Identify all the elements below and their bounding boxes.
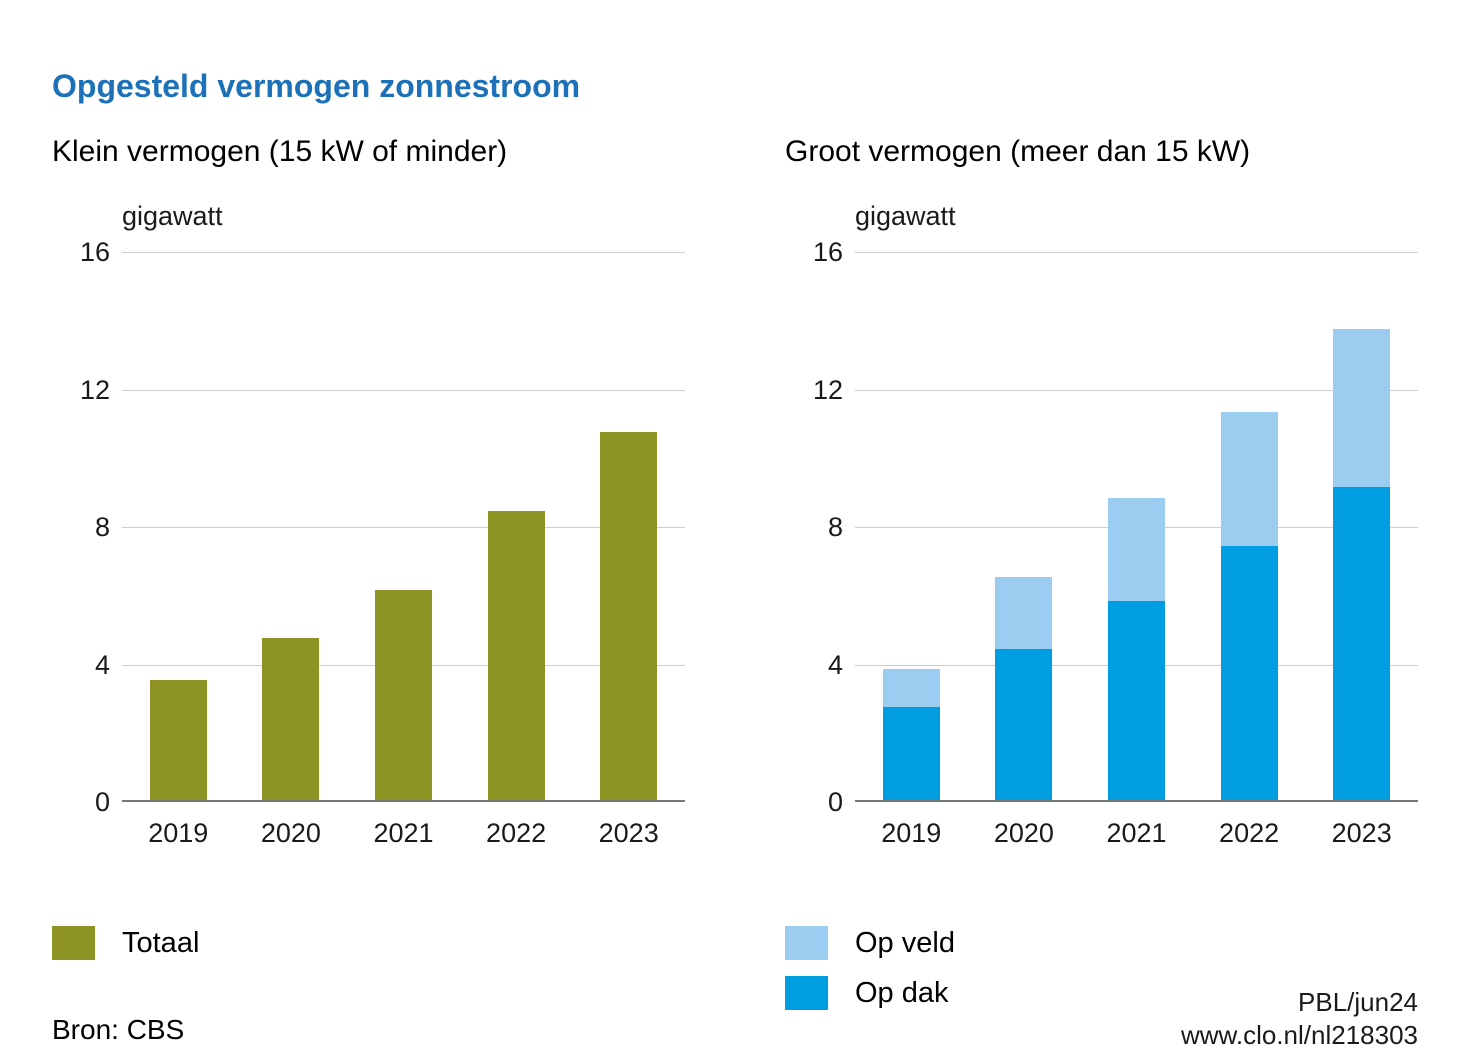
legend-swatch-olive	[52, 926, 95, 960]
chart-groot-vermogen: Groot vermogen (meer dan 15 kW) gigawatt…	[785, 135, 1420, 1054]
credit-publisher: PBL/jun24	[1298, 987, 1418, 1017]
bar-2021-op-dak	[1108, 600, 1165, 800]
x-tick-label-2022: 2022	[486, 818, 547, 848]
bar-2020-totaal	[262, 638, 320, 800]
y-tick-label-8: 8	[827, 512, 843, 542]
x-tick-label-2023: 2023	[598, 818, 659, 848]
x-tick-label-2020: 2020	[260, 818, 321, 848]
source-note: Bron: CBS	[52, 1014, 185, 1045]
credit-url: www.clo.nl/nl218303	[1180, 1020, 1418, 1050]
gridline-8	[122, 527, 685, 528]
legend-swatch-dark-blue	[785, 976, 828, 1010]
x-tick-label-2023: 2023	[1331, 818, 1392, 848]
bar-2023-totaal	[600, 432, 658, 800]
bar-2019-op-veld	[882, 669, 940, 708]
legend-label: Op dak	[855, 976, 949, 1009]
plot-area: 2019 2020 2021 2022 2023	[122, 252, 685, 848]
x-tick-label-2021: 2021	[1106, 818, 1167, 848]
y-tick-label-0: 0	[827, 787, 843, 817]
figure-title: Opgesteld vermogen zonnestroom	[52, 68, 581, 104]
legend-item-op-veld: Op veld	[785, 926, 955, 960]
legend-label: Op veld	[855, 926, 955, 959]
y-tick-label-12: 12	[79, 374, 110, 405]
y-tick-label-4: 4	[94, 649, 110, 680]
bar-2022-totaal	[487, 511, 545, 800]
y-tick-label-16: 16	[812, 237, 843, 267]
x-tick-label-2021: 2021	[373, 818, 434, 848]
bar-2022-op-veld	[1220, 411, 1278, 546]
legend-label: Totaal	[122, 926, 200, 959]
y-tick-label-8: 8	[94, 512, 110, 542]
legend: Op veld Op dak	[785, 926, 955, 1026]
gridline-12	[122, 389, 685, 391]
chart-klein-vermogen: Klein vermogen (15 kW of minder) gigawat…	[52, 135, 685, 1054]
legend-item-op-dak: Op dak	[785, 976, 955, 1010]
bar-2022-op-dak	[1220, 545, 1278, 800]
x-tick-label-2019: 2019	[148, 818, 209, 848]
legend: Totaal	[52, 926, 199, 976]
y-tick-label-16: 16	[79, 237, 110, 267]
bar-2020-op-veld	[995, 576, 1053, 649]
x-tick-label-2022: 2022	[1219, 818, 1280, 848]
bar-2021-totaal	[375, 590, 432, 800]
gridline-16	[855, 252, 1418, 253]
x-tick-label-2020: 2020	[993, 818, 1054, 848]
y-axis-unit-label: gigawatt	[855, 201, 956, 231]
chart-subtitle: Klein vermogen (15 kW of minder)	[52, 135, 508, 168]
y-tick-label-12: 12	[812, 374, 843, 405]
bar-2020-op-dak	[995, 648, 1053, 800]
gridline-16	[122, 252, 685, 253]
credit-block: PBL/jun24 www.clo.nl/nl218303	[1181, 986, 1418, 1052]
bar-2019-op-dak	[882, 707, 940, 800]
legend-swatch-light-blue	[785, 926, 828, 960]
x-tick-label-2019: 2019	[881, 818, 942, 848]
y-tick-label-0: 0	[94, 787, 110, 817]
bar-2023-op-veld	[1333, 329, 1391, 488]
chart-subtitle: Groot vermogen (meer dan 15 kW)	[785, 135, 1251, 168]
plot-area: 2019 2020 2021 2022 2023	[855, 252, 1418, 848]
legend-item-totaal: Totaal	[52, 926, 199, 960]
bar-2021-op-veld	[1108, 497, 1165, 601]
bar-2023-op-dak	[1333, 487, 1391, 800]
y-axis-unit-label: gigawatt	[122, 201, 223, 231]
gridline-12	[855, 389, 1418, 391]
y-tick-label-4: 4	[827, 649, 843, 680]
x-axis-line	[122, 800, 685, 802]
x-axis-line	[855, 800, 1418, 802]
bar-2019-totaal	[149, 679, 207, 800]
